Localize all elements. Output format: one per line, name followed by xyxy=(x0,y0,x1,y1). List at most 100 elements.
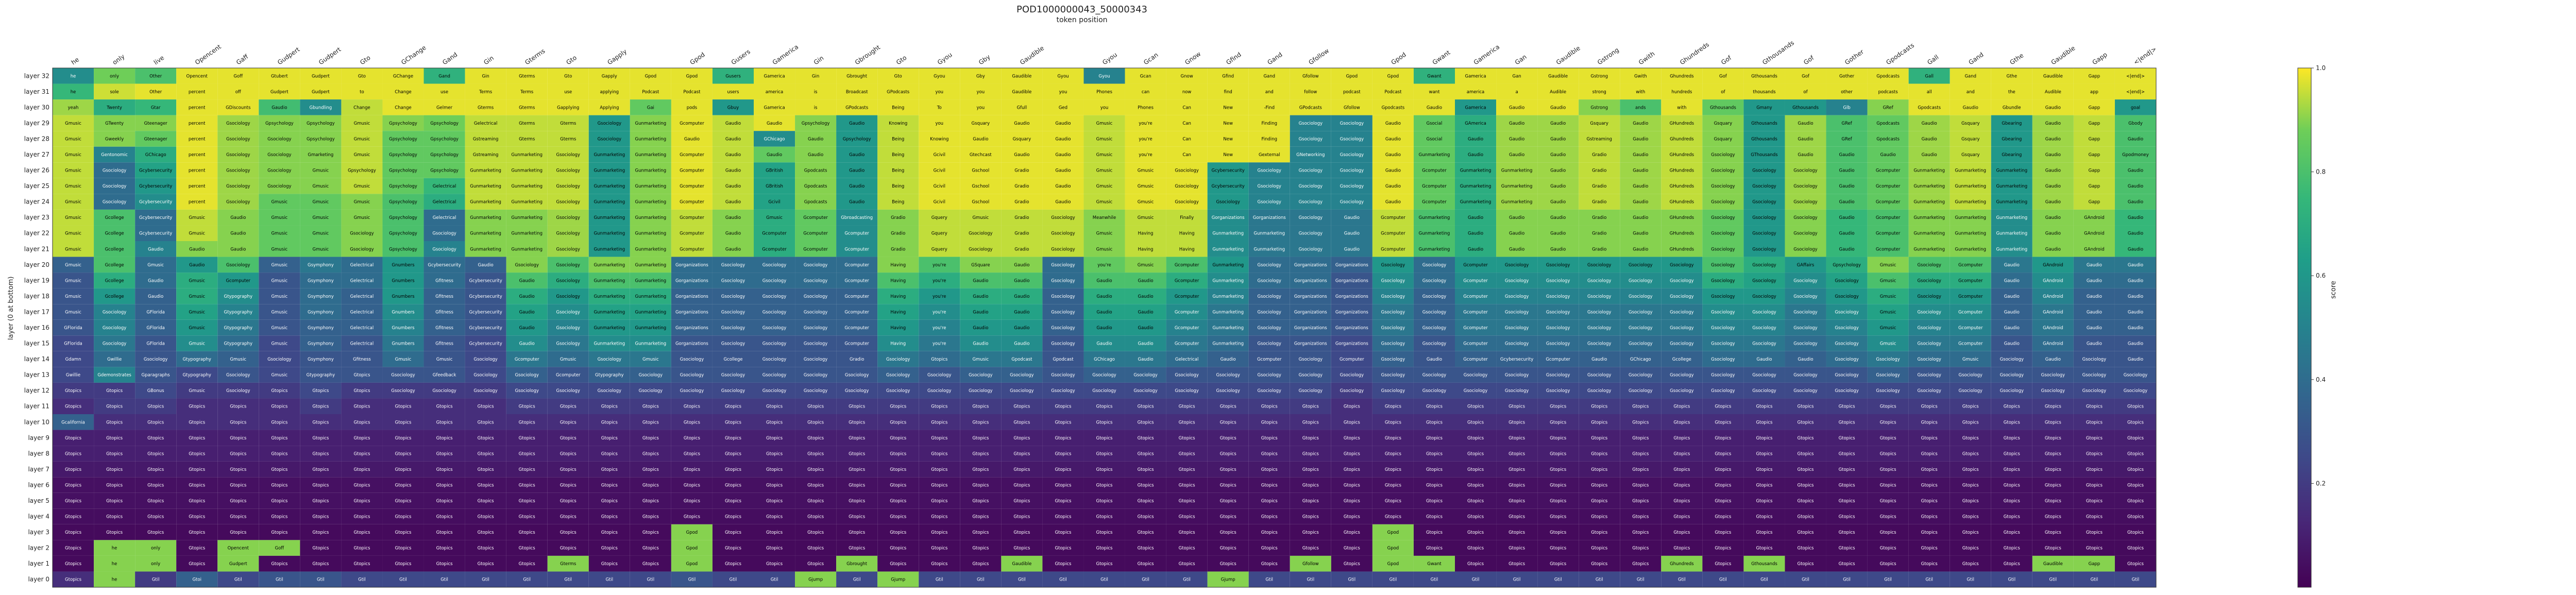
cell-token-label: Gsociology xyxy=(350,231,374,236)
cell-token-label: Having xyxy=(890,278,906,283)
heatmap-cell xyxy=(94,131,135,147)
cell-token-label: Gtopics xyxy=(972,483,989,488)
cell-token-label: Gmusic xyxy=(354,121,370,126)
heatmap-cell xyxy=(2114,367,2156,383)
cell-token-label: Gtopics xyxy=(1055,562,1072,567)
cell-token-label: Gsociology xyxy=(721,310,745,315)
heatmap-cell xyxy=(2073,68,2115,84)
cell-token-label: Gother xyxy=(1839,74,1855,79)
cell-token-label: Gamerica xyxy=(1465,74,1486,79)
heatmap-cell xyxy=(2073,540,2115,556)
heatmap-cell xyxy=(795,461,837,478)
heatmap-cell xyxy=(1125,194,1166,210)
heatmap-cell xyxy=(547,146,589,163)
cell-token-label: Gsociology xyxy=(267,357,291,362)
heatmap-cell xyxy=(1248,524,1290,540)
heatmap-cell xyxy=(1125,131,1166,147)
heatmap-cell xyxy=(754,555,795,572)
cell-token-label: Gtopics xyxy=(1013,546,1030,551)
heatmap-cell xyxy=(630,351,671,367)
cell-token-label: Gtopics xyxy=(807,420,824,425)
cell-token-label: Gsociology xyxy=(1340,388,1364,394)
cell-token-label: Gschool xyxy=(972,168,989,174)
heatmap-cell xyxy=(1207,209,1249,226)
cell-token-label: Gsociology xyxy=(1381,278,1405,283)
heatmap-cell xyxy=(1537,382,1579,399)
cell-token-label: Gtopics xyxy=(931,483,948,488)
heatmap-cell xyxy=(1372,555,1414,572)
cell-token-label: Gsociology xyxy=(1133,388,1157,394)
cell-token-label: Gsymphony xyxy=(308,278,334,283)
cell-token-label: Gmusic xyxy=(65,200,81,205)
cell-token-label: Gtypography xyxy=(182,357,211,362)
heatmap-cell xyxy=(671,319,713,336)
heatmap-cell xyxy=(1001,571,1043,587)
cell-token-label: GHundreds xyxy=(1670,184,1694,189)
cell-token-label: Gsociology xyxy=(1381,326,1405,331)
cell-token-label: Gtopics xyxy=(1013,420,1030,425)
heatmap-cell xyxy=(506,162,548,178)
cell-token-label: Gunmarketing xyxy=(1913,200,1945,205)
heatmap-cell xyxy=(1207,288,1249,304)
cell-token-label: Gaudio xyxy=(2045,231,2061,236)
heatmap-cell xyxy=(836,273,878,288)
heatmap-cell xyxy=(836,115,878,131)
heatmap-cell xyxy=(53,540,94,556)
cell-token-label: Gmusic xyxy=(354,200,370,205)
cell-token-label: Gsociology xyxy=(1258,278,1281,283)
heatmap-cell xyxy=(1331,131,1372,147)
heatmap-cell xyxy=(1331,225,1372,241)
cell-token-label: Gtopics xyxy=(890,420,907,425)
heatmap-cell xyxy=(1413,319,1455,336)
cell-token-label: Gtopics xyxy=(1426,404,1443,410)
cell-token-label: Gcomputer xyxy=(844,326,869,331)
cell-token-label: Gtopics xyxy=(478,530,495,535)
cell-token-label: Gaudio xyxy=(1385,152,1401,158)
heatmap-cell xyxy=(1001,83,1043,100)
cell-token-label: Gtopics xyxy=(1302,404,1319,410)
heatmap-cell xyxy=(712,225,754,241)
cell-token-label: Gtopics xyxy=(1138,436,1155,441)
heatmap-cell xyxy=(1950,209,1991,226)
cell-token-label: Gunmarketing xyxy=(594,294,625,299)
cell-token-label: Gsquary xyxy=(1013,137,1031,142)
cell-token-label: Gtopics xyxy=(1220,515,1237,520)
heatmap-cell xyxy=(1166,461,1208,478)
heatmap-cell xyxy=(1785,477,1826,493)
cell-token-label: Gtil xyxy=(1843,577,1851,583)
heatmap-cell xyxy=(960,477,1002,493)
heatmap-cell xyxy=(1785,99,1826,115)
cell-token-label: Gtopics xyxy=(1921,546,1938,551)
cell-token-label: Gtopics xyxy=(1302,546,1319,551)
heatmap-cell xyxy=(547,83,589,100)
cell-token-label: Gtopics xyxy=(2127,404,2144,410)
heatmap-cell xyxy=(1413,540,1455,556)
heatmap-cell xyxy=(1620,430,1662,446)
heatmap-cell xyxy=(1908,194,1950,210)
cell-token-label: Gmusic xyxy=(271,215,287,220)
heatmap-cell xyxy=(919,571,960,587)
cell-token-label: Gmusic xyxy=(189,231,205,236)
cell-token-label: Gsquary xyxy=(1961,152,1980,158)
cell-token-label: Gtopics xyxy=(1055,404,1072,410)
heatmap-cell xyxy=(1950,131,1991,147)
heatmap-cell xyxy=(300,83,342,100)
cell-token-label: percent xyxy=(189,152,206,158)
heatmap-cell xyxy=(217,477,259,493)
heatmap-cell xyxy=(1372,115,1414,131)
heatmap-cell xyxy=(2114,540,2156,556)
cell-token-label: Gaudio xyxy=(519,278,535,283)
cell-token-label: Gtopics xyxy=(1880,483,1897,488)
cell-token-label: Gapp xyxy=(2089,121,2100,126)
cell-token-label: Gtopics xyxy=(1467,530,1484,535)
heatmap-cell xyxy=(1083,178,1125,194)
cell-token-label: Gtopics xyxy=(1385,483,1402,488)
heatmap-cell xyxy=(217,492,259,509)
heatmap-cell xyxy=(2073,209,2115,226)
heatmap-cell xyxy=(2032,83,2074,100)
cell-token-label: Ged xyxy=(1059,105,1067,110)
cell-token-label: Gtopics xyxy=(1467,546,1484,551)
heatmap-cell xyxy=(588,304,630,320)
heatmap-cell xyxy=(2032,555,2074,572)
cell-token-label: Gtopics xyxy=(353,467,370,472)
